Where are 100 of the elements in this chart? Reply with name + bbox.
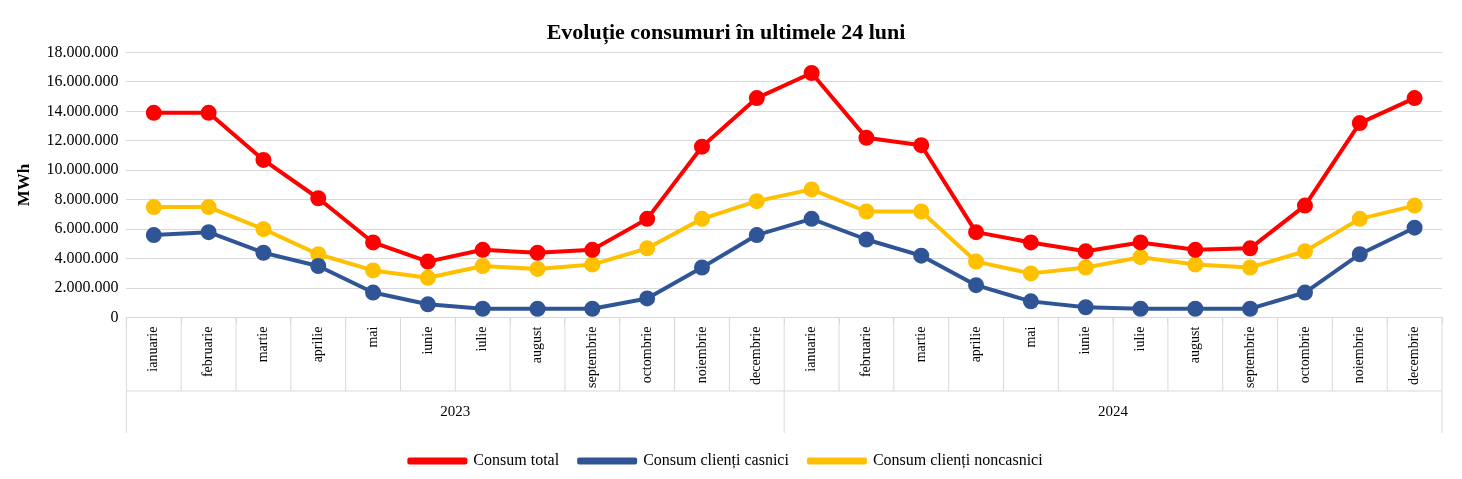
legend-label: Consum clienți casnici [643, 451, 790, 470]
point [1187, 300, 1204, 317]
text: 2024 [1098, 402, 1129, 419]
point [1187, 241, 1204, 258]
point [1022, 293, 1039, 310]
point [968, 224, 985, 241]
point [584, 241, 601, 258]
x-tick-label: decembrie [1406, 326, 1422, 385]
x-tick-label: mai [364, 326, 380, 348]
y-tick-label: 16.000.000 [46, 72, 119, 90]
point [1406, 219, 1423, 236]
x-tick-label: iunie [1077, 326, 1093, 355]
y-axis-title: MWh [13, 163, 33, 207]
point [474, 241, 491, 258]
point [419, 253, 436, 270]
point [639, 290, 656, 307]
point [584, 300, 601, 317]
chart-title: Evoluție consumuri în ultimele 24 luni [546, 18, 906, 45]
point [1187, 256, 1204, 273]
x-tick-label: noiembrie [693, 326, 709, 384]
point [474, 300, 491, 317]
point [1132, 249, 1149, 266]
y-tick-label: 10.000.000 [46, 160, 119, 178]
point [1242, 259, 1259, 276]
y-tick-label: 0 [110, 307, 119, 325]
y-tick-label: 2.000.000 [54, 278, 119, 296]
x-tick-label: septembrie [584, 326, 600, 388]
point [803, 210, 820, 227]
x-tick-label: mai [1022, 326, 1038, 348]
x-tick-label: ianuarie [145, 326, 161, 372]
point [968, 277, 985, 294]
point [1022, 265, 1039, 282]
x-tick-label: februarie [858, 326, 874, 378]
point [1077, 259, 1094, 276]
point [803, 181, 820, 198]
y-tick-label: 12.000.000 [46, 131, 119, 148]
point [1132, 234, 1149, 251]
point [803, 65, 820, 82]
point [1406, 90, 1423, 107]
x-tick-label: octombrie [1296, 326, 1312, 384]
x-tick-label: martie [912, 326, 928, 363]
point [1242, 240, 1259, 257]
y-tick-label: 6.000.000 [54, 219, 119, 237]
x-tick-label: ianuarie [803, 326, 819, 372]
y-tick-label: 18.000.000 [46, 42, 119, 60]
x-tick-label: septembrie [1241, 326, 1257, 388]
point [529, 260, 546, 277]
point [748, 90, 765, 107]
point [310, 258, 327, 275]
x-tick-label: octombrie [638, 326, 654, 384]
point [639, 210, 656, 227]
y-tick-label: 8.000.000 [54, 189, 119, 207]
point [1351, 115, 1368, 132]
point [474, 258, 491, 275]
point [693, 138, 710, 155]
point [145, 227, 162, 244]
point [639, 240, 656, 257]
point [858, 231, 875, 248]
legend-label: Consum clienți noncasnici [872, 451, 1044, 470]
point [913, 203, 930, 220]
point [200, 224, 217, 241]
point [255, 244, 272, 261]
point [1406, 197, 1423, 214]
point [1296, 284, 1313, 301]
point [310, 190, 327, 207]
point [200, 199, 217, 216]
y-tick-label: 14.000.000 [46, 101, 119, 119]
x-tick-label: aprilie [309, 326, 325, 363]
point [200, 104, 217, 121]
x-tick-label: iulie [1132, 326, 1148, 352]
point [419, 296, 436, 313]
x-tick-label: noiembrie [1351, 326, 1367, 384]
x-tick-label: februarie [200, 326, 216, 378]
y-tick-label: 4.000.000 [54, 248, 119, 266]
point [365, 262, 382, 279]
point [968, 253, 985, 270]
point [365, 284, 382, 301]
point [1242, 300, 1259, 317]
point [693, 259, 710, 276]
point [255, 221, 272, 238]
point [858, 203, 875, 220]
point [1077, 243, 1094, 260]
point [913, 247, 930, 264]
point [145, 199, 162, 216]
text: 2023 [440, 402, 471, 419]
legend-label: Consum total [473, 451, 560, 469]
point [748, 193, 765, 210]
x-tick-label: martie [255, 326, 271, 363]
x-tick-label: august [529, 326, 545, 364]
point [1132, 300, 1149, 317]
point [748, 227, 765, 244]
point [1296, 197, 1313, 214]
point [365, 234, 382, 251]
point [529, 244, 546, 261]
point [1351, 246, 1368, 263]
point [1296, 243, 1313, 260]
point [858, 129, 875, 146]
x-tick-label: decembrie [748, 326, 764, 385]
point [693, 210, 710, 227]
point [419, 269, 436, 286]
